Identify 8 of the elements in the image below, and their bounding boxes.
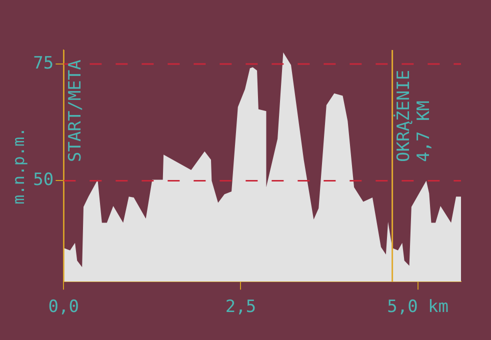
x-tick-label: 5,0 km — [387, 297, 449, 318]
x-tick-label: 0,0 — [48, 297, 80, 318]
y-axis-title: m.n.p.m. — [8, 127, 28, 204]
x-tick-label: 2,5 — [225, 297, 256, 318]
y-tick-label: 50 — [33, 170, 54, 190]
y-tick-label: 75 — [33, 53, 54, 74]
ref-line-label: OKRĄŻENIE 4,7 KM — [393, 70, 434, 162]
ref-line-label: START/META — [66, 60, 86, 162]
